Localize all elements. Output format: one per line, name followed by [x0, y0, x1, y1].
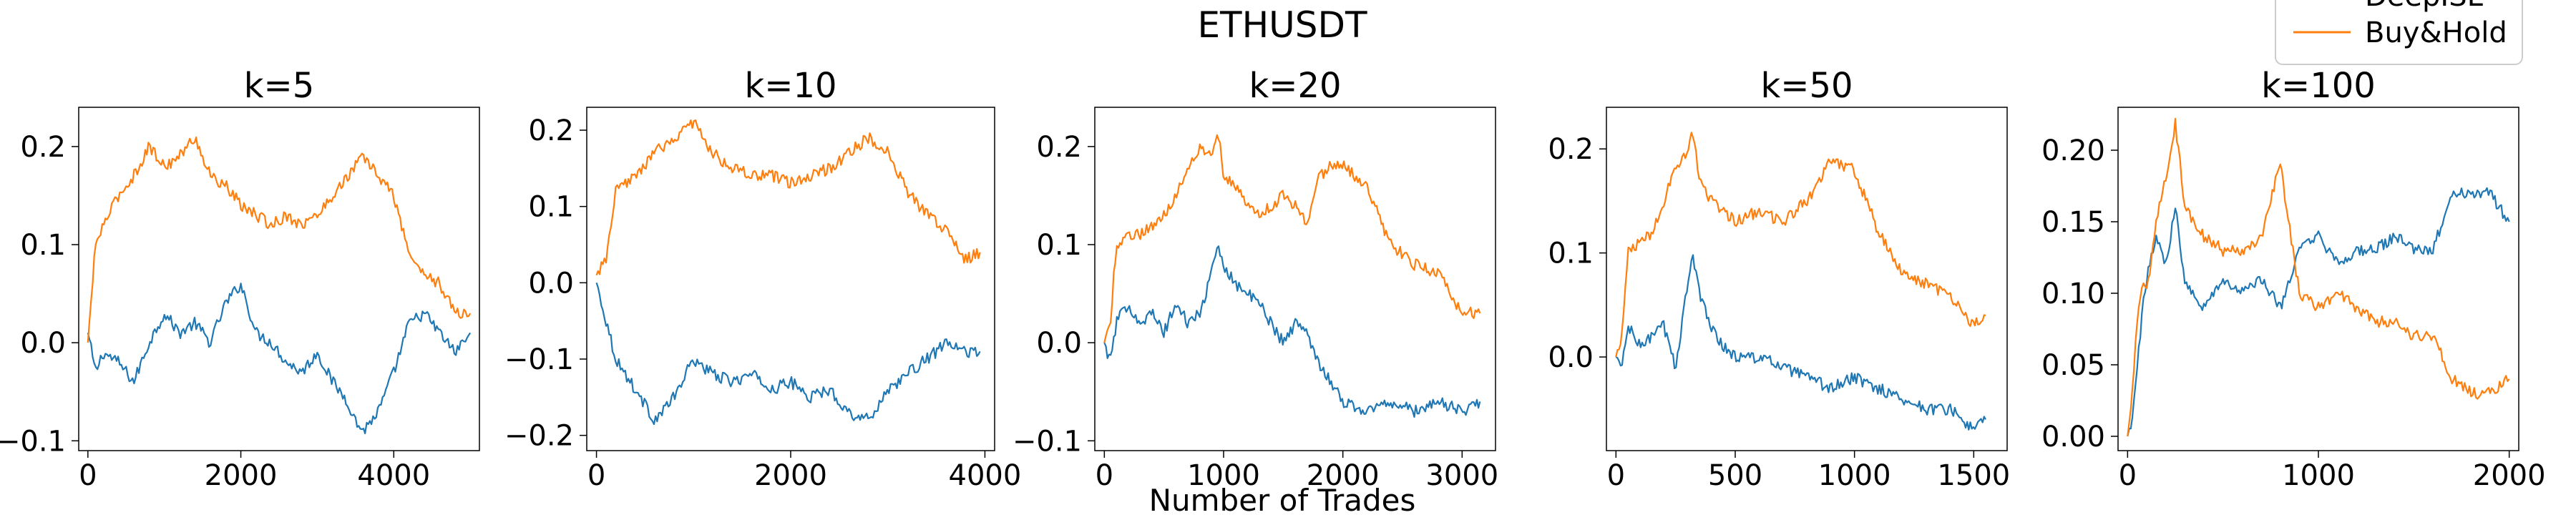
y-tick-label: 0.1	[20, 229, 66, 262]
x-tick-label: 0	[1096, 459, 1113, 492]
y-tick-label: 0.1	[1548, 237, 1594, 270]
x-tick-label: 2000	[205, 459, 278, 492]
figure-title: ETHUSDT	[1197, 4, 1367, 46]
panel-title: k=10	[744, 66, 836, 106]
axes-frame	[1606, 107, 2008, 451]
panels: k=50 2000 4000−0.10.00.10.2k=100 2000 4000−0…	[0, 66, 2546, 492]
x-tick-label: 3000	[1425, 459, 1498, 492]
y-tick-label: 0.2	[20, 131, 66, 164]
panel-1: k=5 0 2000 4000 −0.1 0.0 0.1 0.2	[0, 66, 480, 492]
y-tick-label: −0.1	[0, 425, 66, 458]
series-line-deepisl	[1615, 254, 1986, 431]
series-line-deepisl	[2127, 187, 2510, 437]
y-tick-label: 0.1	[528, 191, 574, 224]
y-tick-label: 0.00	[2041, 421, 2105, 453]
series-line-buyhold	[87, 136, 472, 343]
y-tick-label: 0.0	[1548, 341, 1594, 374]
y-tick-label: 0.0	[1036, 327, 1082, 360]
y-tick-label: −0.1	[1013, 425, 1082, 458]
series-line-buyhold	[1615, 132, 1986, 358]
x-tick-label: 0	[587, 459, 605, 492]
panel-5: k=100 0 1000 2000 0.00 0.05 0.10 0.15 0.20	[2041, 66, 2546, 492]
series-line-deepisl	[87, 283, 472, 435]
panel-title: k=5	[244, 66, 315, 106]
y-tick-label: 0.15	[2041, 206, 2105, 239]
legend-label-deepisl: DeepISL	[2365, 0, 2484, 13]
y-tick-label: 0.10	[2041, 278, 2105, 310]
y-tick-label: 0.0	[20, 327, 66, 360]
x-tick-label: 0	[2119, 459, 2137, 492]
x-tick-label: 1000	[1818, 459, 1891, 492]
series-line-deepisl	[595, 282, 981, 426]
x-tick-label: 0	[79, 459, 97, 492]
axes-frame	[1094, 107, 1496, 451]
legend-box	[2275, 0, 2523, 65]
panel-3: k=20 0 1000 2000 3000 −0.1 0.0 0.1 0.2	[1013, 66, 1498, 492]
y-tick-label: 0.2	[528, 114, 574, 147]
series-line-buyhold	[595, 119, 981, 276]
y-tick-label: −0.1	[504, 343, 574, 376]
x-tick-label: 4000	[357, 459, 430, 492]
y-tick-label: 0.1	[1036, 229, 1082, 262]
panel-2: k=10 0 2000 4000 −0.2 −0.1 0.0 0.1 0.2	[504, 66, 1021, 492]
y-tick-label: 0.2	[1548, 133, 1594, 166]
x-tick-label: 4000	[949, 459, 1022, 492]
x-tick-label: 2000	[1307, 459, 1380, 492]
panel-title: k=50	[1760, 66, 1853, 106]
x-axis-label: Number of Trades	[1149, 483, 1416, 515]
panel-title: k=100	[2261, 66, 2376, 106]
axes-frame	[78, 107, 480, 451]
series-line-deepisl	[1103, 245, 1481, 418]
panel-title: k=20	[1249, 66, 1341, 106]
x-tick-label: 1000	[1187, 459, 1260, 492]
x-tick-label: 2000	[754, 459, 827, 492]
x-tick-label: 1000	[2282, 459, 2355, 492]
series-line-buyhold	[2127, 117, 2510, 437]
y-tick-label: −0.2	[504, 420, 574, 453]
x-tick-label: 0	[1607, 459, 1625, 492]
series-line-buyhold	[1103, 134, 1481, 343]
y-tick-label: 0.20	[2041, 134, 2105, 167]
panel-4: k=50 0 500 1000 1500 0.0 0.1 0.2	[1548, 66, 2010, 492]
x-tick-label: 500	[1708, 459, 1762, 492]
y-tick-label: 0.05	[2041, 349, 2105, 382]
legend: DeepISL Buy&Hold	[2275, 0, 2523, 65]
y-tick-label: 0.0	[528, 267, 574, 300]
x-tick-label: 1500	[1937, 459, 2010, 492]
y-tick-label: 0.2	[1036, 131, 1082, 164]
legend-label-buyhold: Buy&Hold	[2365, 16, 2507, 49]
x-tick-label: 2000	[2473, 459, 2546, 492]
